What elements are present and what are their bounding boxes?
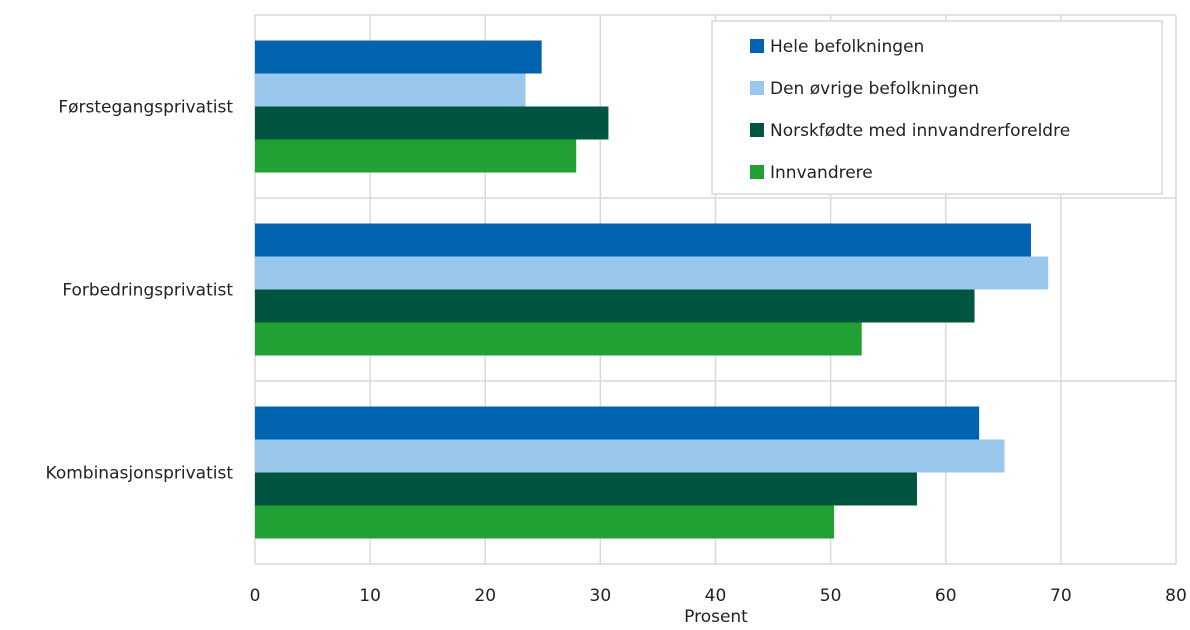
bar-1-4	[255, 139, 577, 173]
legend-label-3: Norskfødte med innvandrerforeldre	[770, 121, 1070, 141]
bar-3-2	[255, 439, 1005, 473]
x-tick-label-70: 70	[1050, 586, 1072, 606]
legend-label-1: Hele befolkningen	[770, 37, 924, 57]
legend-swatch-3	[750, 123, 764, 137]
category-labels: Førstegangsprivatist Forbedringsprivatist…	[46, 98, 234, 484]
bar-3-4	[255, 505, 835, 539]
bar-1-1	[255, 40, 542, 74]
bar-2-4	[255, 322, 862, 356]
bar-3-3	[255, 472, 917, 506]
bar-1-2	[255, 73, 526, 107]
legend-swatch-1	[750, 39, 764, 53]
legend-label-2: Den øvrige befolkningen	[770, 79, 979, 99]
x-tick-label-50: 50	[820, 586, 842, 606]
x-tick-label-20: 20	[474, 586, 496, 606]
x-tick-label-40: 40	[705, 586, 727, 606]
x-axis-ticks: 0 10 20 30 40 50 60 70 80	[250, 586, 1187, 606]
legend: Hele befolkningen Den øvrige befolkningen…	[711, 20, 1163, 195]
legend-box	[711, 20, 1163, 195]
bar-3-1	[255, 406, 980, 440]
bar-2-1	[255, 223, 1031, 257]
legend-swatch-4	[750, 165, 764, 179]
x-tick-label-60: 60	[935, 586, 957, 606]
bar-2-3	[255, 289, 975, 323]
x-tick-label-0: 0	[250, 586, 261, 606]
x-tick-label-10: 10	[359, 586, 381, 606]
legend-swatch-2	[750, 81, 764, 95]
x-tick-label-30: 30	[590, 586, 612, 606]
bars	[255, 40, 1049, 539]
bar-2-2	[255, 256, 1049, 290]
x-tick-label-80: 80	[1165, 586, 1187, 606]
x-axis-title: Prosent	[684, 607, 748, 627]
bar-1-3	[255, 106, 609, 140]
category-label-3: Kombinasjonsprivatist	[46, 464, 234, 484]
category-label-2: Forbedringsprivatist	[62, 281, 233, 301]
legend-label-4: Innvandrere	[770, 163, 873, 183]
category-label-1: Førstegangsprivatist	[58, 98, 233, 118]
